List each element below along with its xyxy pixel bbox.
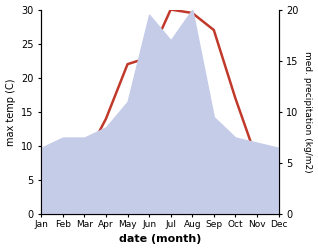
Y-axis label: max temp (C): max temp (C) bbox=[5, 78, 16, 146]
Y-axis label: med. precipitation (kg/m2): med. precipitation (kg/m2) bbox=[303, 51, 313, 173]
X-axis label: date (month): date (month) bbox=[119, 234, 201, 244]
